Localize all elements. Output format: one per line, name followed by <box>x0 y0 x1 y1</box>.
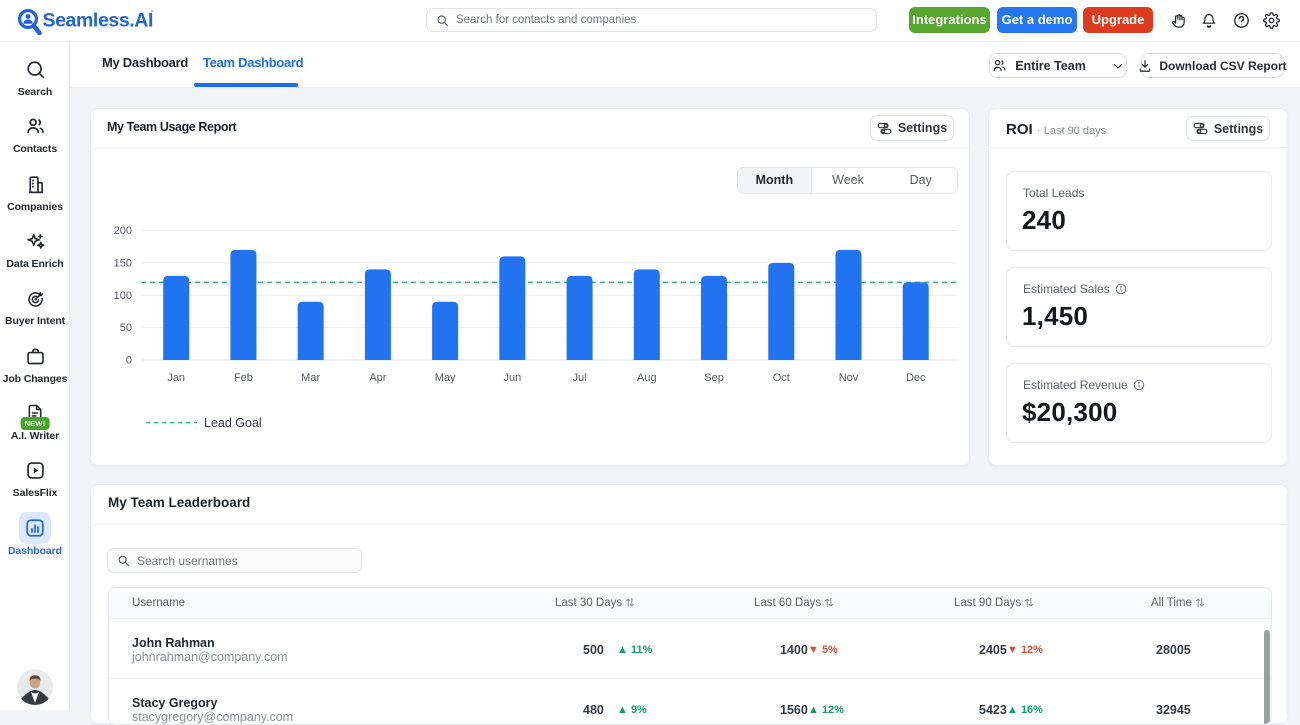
svg-text:Feb: Feb <box>234 372 253 384</box>
svg-text:Dec: Dec <box>906 372 926 384</box>
svg-text:Lead Goal: Lead Goal <box>204 416 262 430</box>
svg-text:200: 200 <box>114 225 132 237</box>
svg-text:Jan: Jan <box>167 372 185 384</box>
svg-text:May: May <box>435 372 456 384</box>
svg-text:50: 50 <box>120 322 132 334</box>
svg-text:Nov: Nov <box>839 372 859 384</box>
svg-text:Jun: Jun <box>503 372 521 384</box>
svg-text:100: 100 <box>114 290 132 302</box>
svg-text:150: 150 <box>114 257 132 269</box>
svg-text:Apr: Apr <box>369 372 386 384</box>
svg-text:Aug: Aug <box>637 372 657 384</box>
svg-text:Jul: Jul <box>573 372 587 384</box>
svg-text:0: 0 <box>126 355 132 367</box>
svg-text:Mar: Mar <box>301 372 320 384</box>
svg-text:Oct: Oct <box>773 372 790 384</box>
svg-text:Sep: Sep <box>704 372 724 384</box>
svg-text:Seamless.AI: Seamless.AI <box>43 10 154 32</box>
